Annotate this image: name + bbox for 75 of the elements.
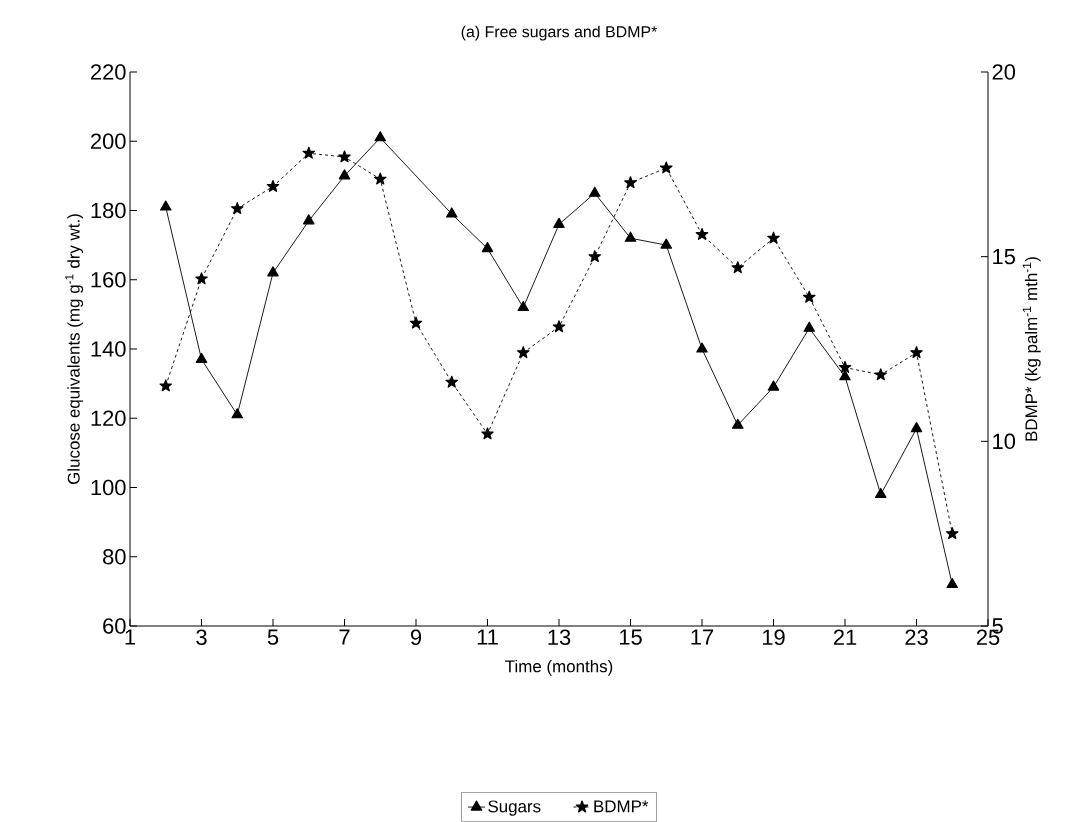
y-axis-title: Glucose equivalents (mg g$^{-1}$ dry wt.): [65, 214, 84, 485]
point: [874, 368, 888, 381]
point: [731, 418, 744, 429]
y-tick-label: 160: [91, 272, 126, 288]
x-tick-label: 9: [410, 629, 422, 646]
x-tick-label: 11: [477, 629, 498, 645]
point: [945, 527, 959, 540]
point: [517, 300, 530, 312]
x-tick-label: 5: [267, 629, 279, 645]
x-tick-label: 3: [196, 629, 207, 646]
point: [409, 316, 423, 329]
point: [731, 261, 745, 274]
point: [266, 179, 280, 192]
y-tick-label: 120: [91, 410, 126, 427]
point: [230, 202, 244, 215]
point: [302, 214, 315, 225]
point: [338, 169, 351, 180]
point: [910, 422, 923, 433]
point: [588, 186, 601, 197]
y-tick-label: 60: [103, 618, 126, 634]
point: [874, 487, 887, 499]
y-tick-label: 100: [91, 479, 126, 496]
point: [231, 408, 244, 419]
point: [695, 227, 709, 240]
x-tick-label: 17: [691, 629, 714, 645]
point: [195, 352, 208, 364]
point: [445, 375, 459, 388]
point: [767, 231, 780, 244]
point: [659, 161, 673, 174]
point: [159, 200, 172, 211]
y-tick-label: 80: [103, 549, 126, 565]
y2-tick-label: 20: [992, 64, 1016, 80]
x-axis-title: Time (months): [505, 659, 613, 676]
y2-axis-title: BDMP* (kg palm$^{-1}$ mth$^{-1}$): [1022, 257, 1041, 441]
chart-title: (a) Free sugars and BDMP*: [461, 25, 658, 41]
point: [553, 217, 565, 228]
y2-tick-label: 15: [993, 249, 1015, 265]
y-tick-label: 180: [91, 202, 126, 219]
legend-label: BDMP*: [594, 800, 649, 813]
point: [552, 320, 566, 333]
point: [660, 238, 673, 249]
y-tick-label: 140: [91, 341, 126, 357]
point: [516, 346, 530, 359]
point: [910, 346, 923, 359]
legend-label: Sugars: [488, 800, 541, 816]
y2-tick-label: 10: [993, 433, 1016, 450]
point: [481, 242, 494, 253]
x-tick-label: 15: [619, 629, 642, 645]
x-tick-label: 13: [548, 629, 571, 646]
point: [946, 577, 959, 589]
point: [338, 150, 351, 163]
point: [445, 207, 458, 218]
point: [839, 370, 851, 381]
point: [481, 427, 494, 440]
point: [696, 342, 708, 353]
point: [159, 379, 173, 392]
point: [588, 250, 602, 263]
y-tick-label: 220: [91, 64, 126, 80]
point: [302, 146, 316, 159]
point: [374, 131, 387, 142]
point: [767, 380, 780, 391]
x-tick-label: 19: [762, 629, 785, 646]
point: [373, 172, 387, 185]
point: [195, 272, 208, 285]
point: [803, 321, 816, 332]
y-tick-label: 200: [91, 133, 126, 150]
point: [624, 231, 637, 242]
x-tick-label: 23: [905, 629, 928, 646]
x-tick-label: 7: [339, 629, 350, 645]
point: [838, 360, 852, 373]
x-tick-label: 1: [125, 629, 136, 645]
x-tick-label: 21: [833, 629, 857, 645]
point: [267, 266, 279, 277]
point: [802, 290, 816, 303]
point: [624, 176, 637, 189]
